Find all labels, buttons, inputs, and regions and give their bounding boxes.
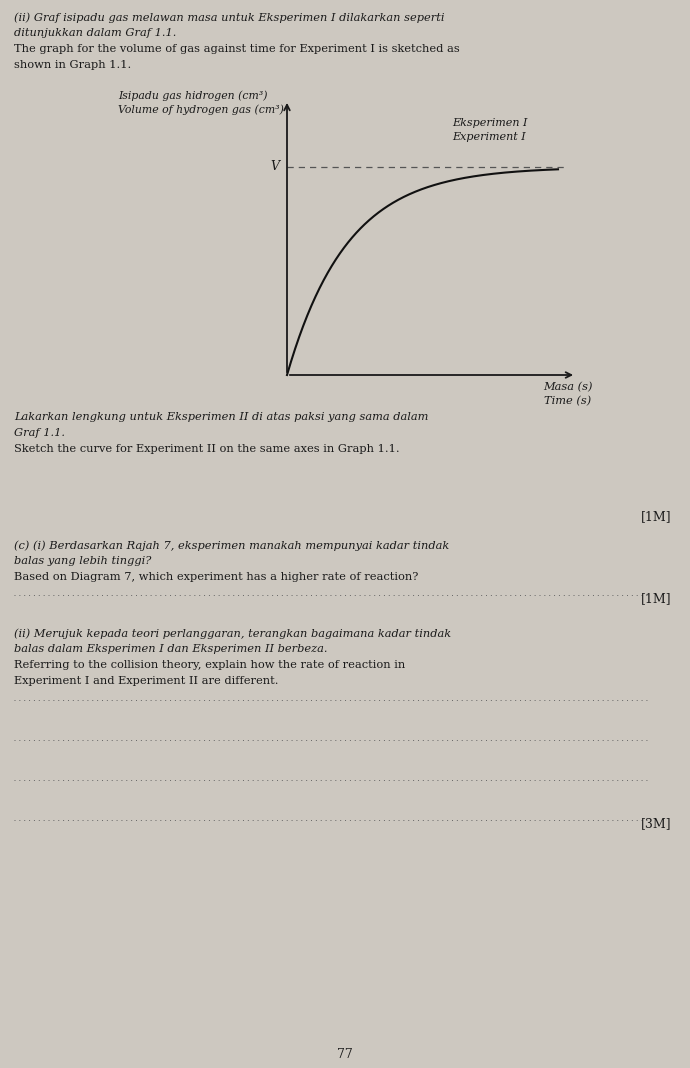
Text: Based on Diagram 7, which experiment has a higher rate of reaction?: Based on Diagram 7, which experiment has… bbox=[14, 572, 418, 582]
Text: Isipadu gas hidrogen (cm³): Isipadu gas hidrogen (cm³) bbox=[118, 90, 268, 100]
Text: V: V bbox=[270, 160, 279, 173]
Text: shown in Graph 1.1.: shown in Graph 1.1. bbox=[14, 60, 131, 70]
Text: balas dalam Eksperimen I dan Eksperimen II berbeza.: balas dalam Eksperimen I dan Eksperimen … bbox=[14, 644, 328, 654]
Text: Graf 1.1.: Graf 1.1. bbox=[14, 428, 65, 438]
Text: Experiment I and Experiment II are different.: Experiment I and Experiment II are diffe… bbox=[14, 676, 279, 686]
Text: ditunjukkan dalam Graf 1.1.: ditunjukkan dalam Graf 1.1. bbox=[14, 28, 177, 38]
Text: Time (s): Time (s) bbox=[544, 396, 591, 406]
Text: (c) (i) Berdasarkan Rajah 7, eksperimen manakah mempunyai kadar tindak: (c) (i) Berdasarkan Rajah 7, eksperimen … bbox=[14, 540, 449, 551]
Text: [1M]: [1M] bbox=[642, 511, 672, 523]
Text: Eksperimen I: Eksperimen I bbox=[452, 117, 527, 128]
Text: [1M]: [1M] bbox=[642, 592, 672, 604]
Text: Referring to the collision theory, explain how the rate of reaction in: Referring to the collision theory, expla… bbox=[14, 660, 405, 670]
Text: Masa (s): Masa (s) bbox=[543, 382, 593, 392]
Text: balas yang lebih tinggi?: balas yang lebih tinggi? bbox=[14, 556, 151, 566]
Text: Volume of hydrogen gas (cm³): Volume of hydrogen gas (cm³) bbox=[118, 104, 284, 114]
Text: [3M]: [3M] bbox=[642, 817, 672, 830]
Text: Sketch the curve for Experiment II on the same axes in Graph 1.1.: Sketch the curve for Experiment II on th… bbox=[14, 444, 400, 454]
Text: (ii) Graf isipadu gas melawan masa untuk Eksperimen I dilakarkan seperti: (ii) Graf isipadu gas melawan masa untuk… bbox=[14, 12, 444, 22]
Text: The graph for the volume of gas against time for Experiment I is sketched as: The graph for the volume of gas against … bbox=[14, 44, 460, 54]
Text: Experiment I: Experiment I bbox=[452, 132, 526, 142]
Text: (ii) Merujuk kepada teori perlanggaran, terangkan bagaimana kadar tindak: (ii) Merujuk kepada teori perlanggaran, … bbox=[14, 628, 451, 639]
Text: Lakarkan lengkung untuk Eksperimen II di atas paksi yang sama dalam: Lakarkan lengkung untuk Eksperimen II di… bbox=[14, 412, 428, 422]
Text: 77: 77 bbox=[337, 1048, 353, 1061]
